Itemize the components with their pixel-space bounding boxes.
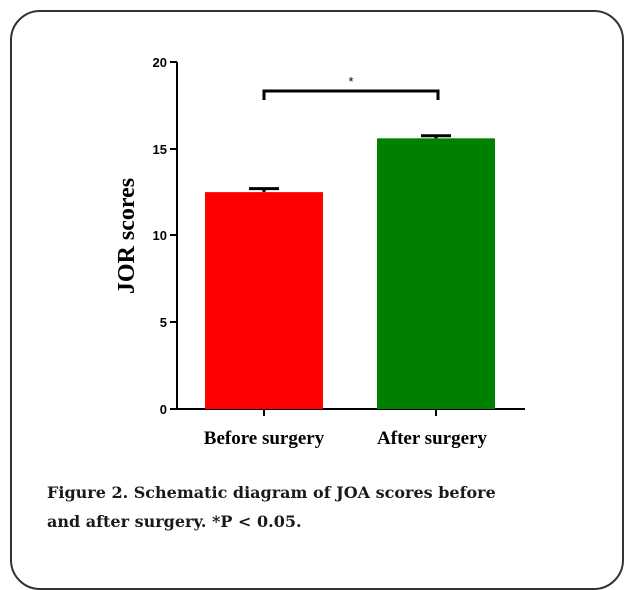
y-tick-label-15: 15 bbox=[153, 142, 167, 157]
bar-after-surgery bbox=[377, 138, 495, 409]
category-label-before-surgery: Before surgery bbox=[204, 428, 325, 449]
error-bar-after-surgery bbox=[421, 134, 451, 139]
bar-before-surgery bbox=[205, 192, 323, 409]
y-tick-label-20: 20 bbox=[153, 55, 167, 70]
y-tick-20: 20 bbox=[153, 55, 177, 70]
y-tick-0: 0 bbox=[160, 402, 177, 417]
y-tick-10: 10 bbox=[153, 228, 177, 243]
error-bar-before-surgery bbox=[249, 187, 279, 193]
bar-chart: 0 5 10 15 20 JOR scores Before surgery A… bbox=[114, 55, 525, 449]
y-axis-label: JOR scores bbox=[114, 178, 140, 294]
y-tick-label-5: 5 bbox=[160, 315, 167, 330]
y-tick-label-0: 0 bbox=[160, 402, 167, 417]
significance-bracket bbox=[262, 89, 440, 100]
caption-line-2: and after surgery. *P < 0.05. bbox=[47, 512, 302, 531]
figure-caption: Figure 2. Schematic diagram of JOA score… bbox=[47, 478, 567, 536]
y-tick-label-10: 10 bbox=[153, 228, 167, 243]
caption-line-1: Figure 2. Schematic diagram of JOA score… bbox=[47, 483, 496, 502]
category-label-after-surgery: After surgery bbox=[377, 428, 487, 449]
significance-marker: * bbox=[348, 74, 353, 89]
y-tick-15: 15 bbox=[153, 142, 177, 157]
y-tick-5: 5 bbox=[160, 315, 177, 330]
